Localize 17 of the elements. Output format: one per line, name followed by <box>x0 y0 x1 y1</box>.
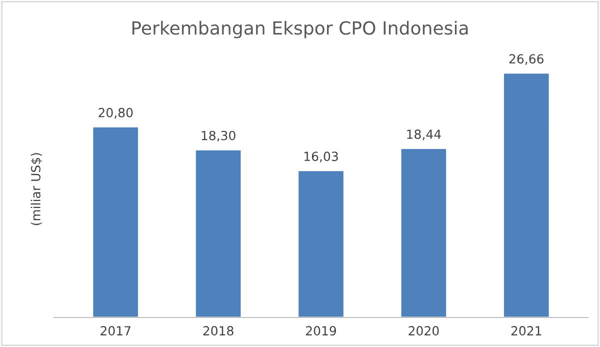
x-tick-label: 2021 <box>511 326 542 336</box>
bar <box>400 148 448 318</box>
bar <box>297 170 345 318</box>
bar <box>194 148 242 318</box>
bar <box>502 72 550 318</box>
data-label: 26,66 <box>509 54 544 65</box>
x-tick-label: 2019 <box>306 326 336 336</box>
bar <box>92 126 140 318</box>
x-tick-label: 2020 <box>408 326 439 336</box>
x-tick-label: 2018 <box>203 326 234 336</box>
chart-title: Perkembangan Ekspor CPO Indonesia <box>132 20 468 38</box>
data-label: 18,30 <box>202 130 236 142</box>
data-label: 16,03 <box>304 152 338 162</box>
y-axis-title: (miliar US$) <box>30 153 42 226</box>
x-tick-label: 2017 <box>100 326 130 336</box>
data-label: 18,44 <box>407 130 441 140</box>
data-label: 20,80 <box>98 108 133 119</box>
